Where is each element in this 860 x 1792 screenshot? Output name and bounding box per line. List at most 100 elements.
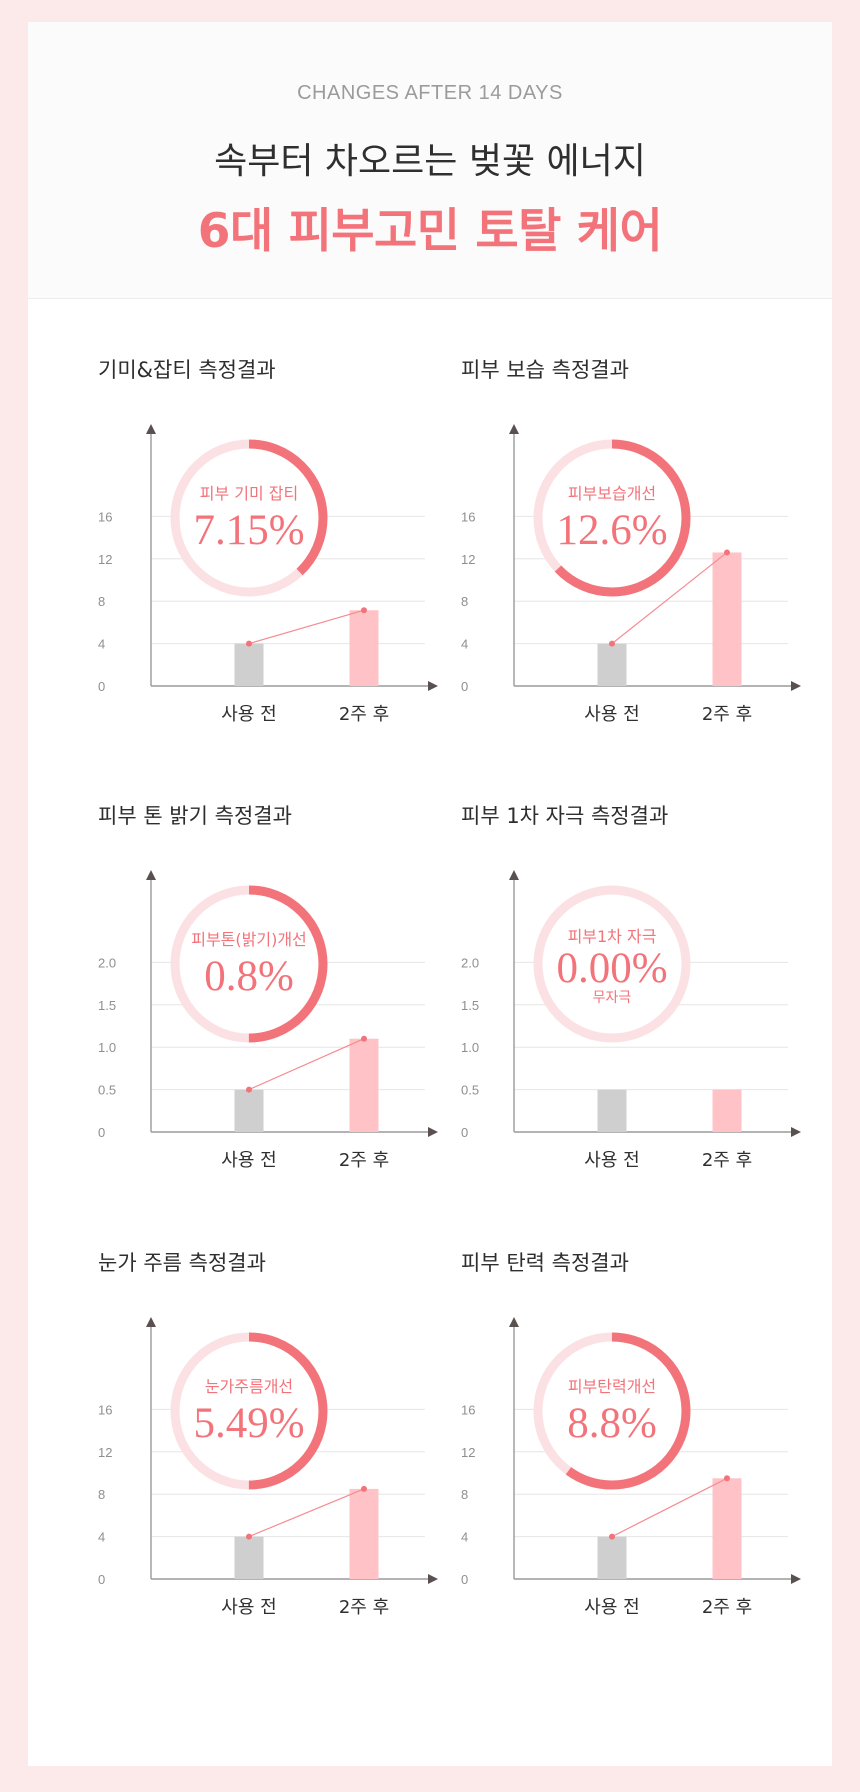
chart-title: 피부 톤 밝기 측정결과 bbox=[98, 804, 292, 828]
bar-before bbox=[597, 1536, 627, 1579]
x-axis-arrow bbox=[791, 681, 801, 691]
x-category-label: 2주 후 bbox=[339, 704, 389, 725]
y-tick-label: 16 bbox=[461, 509, 475, 524]
hero-subtitle: 6대 피부고민 토탈 케어 bbox=[197, 204, 663, 259]
x-category-label: 2주 후 bbox=[339, 1150, 389, 1171]
y-tick-label: 0 bbox=[461, 1125, 468, 1140]
trend-point bbox=[246, 640, 252, 647]
chart-title: 기미&잡티 측정결과 bbox=[98, 358, 276, 382]
ring-value: 12.6% bbox=[556, 507, 667, 554]
y-tick-label: 12 bbox=[98, 552, 112, 567]
x-category-label: 사용 전 bbox=[221, 1597, 276, 1618]
y-tick-label: 4 bbox=[461, 1530, 468, 1545]
chart-title: 피부 보습 측정결과 bbox=[461, 358, 629, 382]
ring-value: 5.49% bbox=[193, 1400, 304, 1447]
ring-label: 피부 기미 잡티 bbox=[200, 484, 299, 503]
trend-line bbox=[611, 1477, 728, 1538]
y-tick-label: 4 bbox=[461, 637, 468, 652]
ring-progress bbox=[533, 439, 691, 597]
trend-point bbox=[361, 607, 367, 614]
y-tick-label: 0 bbox=[98, 679, 105, 694]
x-axis-arrow bbox=[428, 681, 438, 691]
trend-point bbox=[609, 1533, 615, 1540]
ring-sub-label: 무자극 bbox=[593, 990, 632, 1006]
chart-panel-moisture: 피부 보습 측정결과 0 4 8 12 16 사용 전 2주 후 피부보습개선 12.6% bbox=[461, 354, 801, 725]
y-tick-label: 16 bbox=[98, 509, 112, 524]
y-tick-label: 1.5 bbox=[98, 998, 116, 1013]
y-tick-label: 12 bbox=[98, 1445, 112, 1460]
trend-line bbox=[248, 1488, 365, 1538]
trend-point bbox=[724, 549, 730, 556]
y-tick-label: 1.0 bbox=[98, 1040, 116, 1055]
x-category-label: 2주 후 bbox=[702, 1597, 752, 1618]
bar-before bbox=[597, 1089, 627, 1132]
x-category-label: 2주 후 bbox=[339, 1597, 389, 1618]
chart-svg: 0 4 8 12 16 사용 전 2주 후 눈가주름개선 5.49% bbox=[98, 1317, 438, 1618]
y-tick-label: 8 bbox=[98, 594, 105, 609]
y-tick-label: 16 bbox=[461, 1402, 475, 1417]
trend-point bbox=[609, 640, 615, 647]
chart-svg: 0 0.5 1.0 1.5 2.0 사용 전 2주 후 피부1차 자극0.00%무자극 bbox=[461, 870, 801, 1171]
ring-label: 피부톤(밝기)개선 bbox=[191, 930, 307, 949]
ring-label: 눈가주름개선 bbox=[205, 1377, 293, 1396]
x-category-label: 2주 후 bbox=[702, 704, 752, 725]
y-tick-label: 8 bbox=[461, 594, 468, 609]
ring-value: 7.15% bbox=[193, 507, 304, 554]
x-axis-arrow bbox=[428, 1127, 438, 1137]
ring-progress bbox=[533, 1332, 691, 1490]
ring-background bbox=[534, 1333, 690, 1489]
trend-line bbox=[611, 551, 728, 645]
ring-progress bbox=[170, 1332, 328, 1490]
bar-after bbox=[349, 1038, 379, 1132]
ring-value: 8.8% bbox=[567, 1400, 657, 1447]
hero-kicker: CHANGES AFTER 14 DAYS bbox=[297, 82, 563, 104]
x-category-label: 사용 전 bbox=[221, 704, 276, 725]
y-tick-label: 1.5 bbox=[461, 998, 479, 1013]
y-tick-label: 0 bbox=[461, 679, 468, 694]
x-category-label: 사용 전 bbox=[584, 1597, 639, 1618]
y-tick-label: 0 bbox=[98, 1125, 105, 1140]
bar-after bbox=[349, 1488, 379, 1579]
y-tick-label: 12 bbox=[461, 1445, 475, 1460]
chart-panel-tone: 피부 톤 밝기 측정결과 0 0.5 1.0 1.5 2.0 사용 전 2주 후 피부톤(밝기… bbox=[98, 800, 438, 1171]
ring-background bbox=[171, 1333, 327, 1489]
y-tick-label: 0 bbox=[98, 1572, 105, 1587]
ring-value: 0.00% bbox=[556, 945, 667, 992]
bar-after bbox=[712, 1478, 742, 1579]
y-tick-label: 8 bbox=[98, 1487, 105, 1502]
y-tick-label: 2.0 bbox=[461, 955, 479, 970]
trend-line bbox=[248, 609, 365, 645]
trend-point bbox=[246, 1086, 252, 1093]
y-tick-label: 16 bbox=[98, 1402, 112, 1417]
x-category-label: 사용 전 bbox=[584, 704, 639, 725]
ring-track bbox=[533, 885, 691, 1043]
y-axis-arrow bbox=[509, 424, 519, 434]
chart-panel-elasticity: 피부 탄력 측정결과 0 4 8 12 16 사용 전 2주 후 피부탄력개선 8.8% bbox=[461, 1247, 801, 1618]
x-axis-arrow bbox=[791, 1574, 801, 1584]
trend-point bbox=[724, 1475, 730, 1482]
ring-label: 피부1차 자극 bbox=[568, 927, 657, 946]
bar-before bbox=[597, 643, 627, 686]
ring-label: 피부탄력개선 bbox=[568, 1377, 656, 1396]
x-category-label: 2주 후 bbox=[702, 1150, 752, 1171]
y-tick-label: 4 bbox=[98, 1530, 105, 1545]
y-tick-label: 4 bbox=[98, 637, 105, 652]
bar-before bbox=[234, 1536, 264, 1579]
x-axis-arrow bbox=[791, 1127, 801, 1137]
ring-label: 피부보습개선 bbox=[568, 484, 656, 503]
y-tick-label: 12 bbox=[461, 552, 475, 567]
hero-section: CHANGES AFTER 14 DAYS 속부터 차오르는 벚꽃 에너지 6대… bbox=[28, 22, 832, 299]
bar-before bbox=[234, 643, 264, 686]
y-tick-label: 2.0 bbox=[98, 955, 116, 970]
chart-svg: 0 4 8 12 16 사용 전 2주 후 피부탄력개선 8.8% bbox=[461, 1317, 801, 1618]
y-tick-label: 0.5 bbox=[98, 1083, 116, 1098]
trend-point bbox=[361, 1485, 367, 1492]
ring-background bbox=[534, 886, 690, 1042]
ring-background bbox=[534, 440, 690, 596]
chart-panel-spots: 기미&잡티 측정결과 0 4 8 12 16 사용 전 2주 후 피부 기미 잡티 7.15% bbox=[98, 354, 438, 725]
x-category-label: 사용 전 bbox=[221, 1150, 276, 1171]
ring-background bbox=[171, 440, 327, 596]
ring-value: 0.8% bbox=[204, 953, 294, 1000]
y-tick-label: 0 bbox=[461, 1572, 468, 1587]
trend-point bbox=[246, 1533, 252, 1540]
